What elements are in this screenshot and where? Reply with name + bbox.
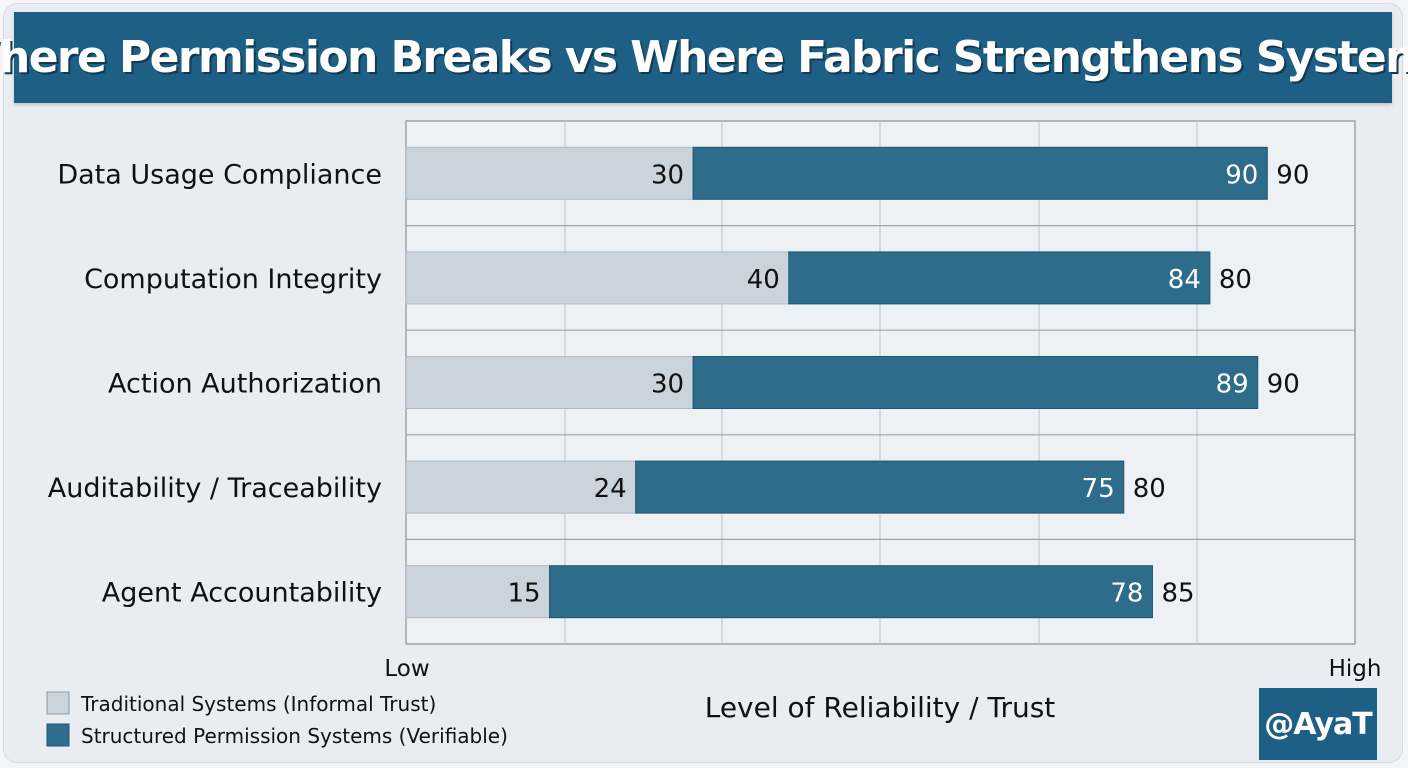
category-label-2: Computation Integrity [84, 264, 382, 295]
label-traditional-2: 40 [747, 265, 780, 295]
label-traditional-5: 15 [507, 579, 540, 609]
legend-label-traditional: Traditional Systems (Informal Trust) [80, 692, 436, 716]
label-structured-2: 84 [1168, 265, 1201, 295]
category-label-1: Data Usage Compliance [57, 159, 382, 190]
bar-traditional-2 [405, 251, 790, 305]
legend-swatch-traditional [46, 691, 70, 715]
legend-swatch-structured [46, 723, 70, 747]
category-label-3: Action Authorization [108, 369, 382, 400]
bar-structured-5 [549, 565, 1153, 619]
x-axis-label: Level of Reliability / Trust [705, 691, 1056, 724]
x-tick-label-high: High [1329, 656, 1382, 682]
label-end-3: 90 [1267, 370, 1300, 400]
bar-structured-4 [635, 460, 1125, 514]
label-structured-1: 90 [1225, 160, 1258, 190]
bar-structured-1 [692, 146, 1268, 200]
author-badge: @AyaT [1259, 688, 1377, 760]
label-traditional-1: 30 [651, 160, 684, 190]
bar-traditional-1 [405, 146, 694, 200]
bar-traditional-3 [405, 356, 694, 409]
label-traditional-3: 30 [651, 370, 684, 400]
label-end-5: 85 [1161, 579, 1194, 609]
label-end-4: 80 [1133, 474, 1166, 504]
label-end-1: 90 [1276, 160, 1309, 190]
bar-structured-2 [788, 251, 1211, 305]
category-label-5: Agent Accountability [102, 578, 382, 609]
label-structured-5: 78 [1110, 579, 1143, 609]
title-banner: Where Permission Breaks vs Where Fabric … [0, 12, 1408, 103]
label-structured-4: 75 [1082, 474, 1115, 504]
x-tick-label-low: Low [384, 656, 429, 682]
bar-traditional-4 [405, 460, 637, 514]
category-label-4: Auditability / Traceability [48, 473, 382, 504]
author-handle: @AyaT [1264, 706, 1372, 742]
label-traditional-4: 24 [594, 474, 627, 504]
label-structured-3: 89 [1216, 370, 1249, 400]
legend-label-structured: Structured Permission Systems (Verifiabl… [81, 724, 508, 748]
bar-structured-3 [692, 356, 1259, 409]
chart-title: Where Permission Breaks vs Where Fabric … [0, 32, 1408, 83]
label-end-2: 80 [1219, 265, 1252, 295]
